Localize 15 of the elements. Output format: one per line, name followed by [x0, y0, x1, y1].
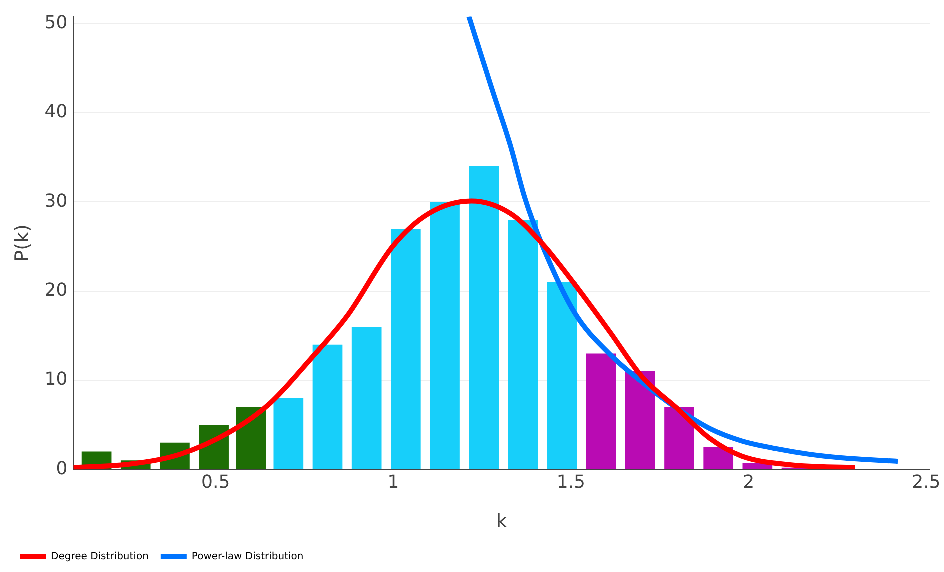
legend-label: Power-law Distribution: [192, 552, 304, 563]
x-tick-label: 2: [743, 472, 755, 494]
x-axis-title: k: [496, 510, 508, 533]
y-axis-title: P(k): [11, 224, 34, 262]
x-tick-label: 1: [388, 472, 400, 494]
y-tick-label: 50: [44, 12, 68, 34]
y-tick-label: 0: [56, 458, 68, 480]
x-tick-label: 0.5: [202, 472, 230, 494]
x-tick-label: 2.5: [912, 472, 941, 494]
y-tick-label: 30: [44, 190, 68, 212]
y-tick-label: 40: [44, 102, 68, 123]
y-tick-label: 10: [44, 369, 68, 390]
x-tick-label: 1.5: [556, 472, 586, 494]
legend-label: Degree Distribution: [51, 552, 149, 563]
y-tick-label: 20: [44, 280, 68, 302]
